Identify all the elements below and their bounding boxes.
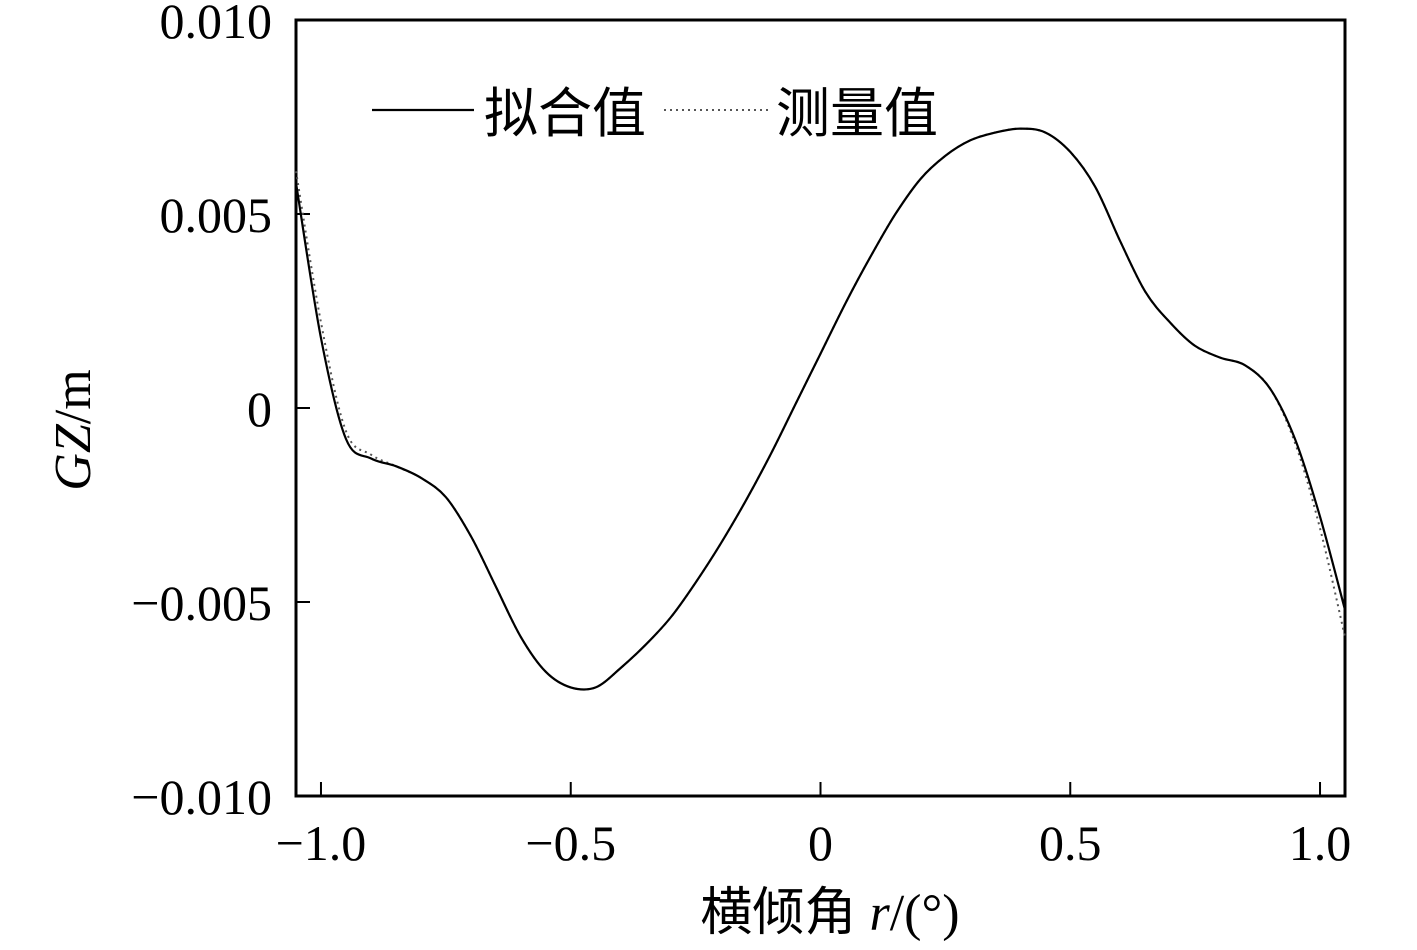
y-axis-title-var: GZ bbox=[45, 423, 102, 491]
x-axis-title-suffix: /(°) bbox=[890, 885, 960, 942]
series-line-fit bbox=[294, 127, 1347, 691]
legend-label-fit: 拟合值 bbox=[484, 84, 646, 144]
y-axis-title: GZ/m bbox=[45, 369, 102, 490]
x-tick-label: −0.5 bbox=[525, 815, 616, 871]
y-tick-label: −0.010 bbox=[131, 769, 272, 825]
x-axis-title-var: r bbox=[869, 885, 890, 942]
y-tick-label: 0.005 bbox=[160, 187, 273, 243]
x-tick-label: 0.5 bbox=[1039, 815, 1102, 871]
x-tick-label: −1.0 bbox=[276, 815, 367, 871]
y-tick-label: 0 bbox=[247, 381, 272, 437]
legend: 拟合值 测量值 bbox=[372, 84, 938, 144]
y-tick-label: 0.010 bbox=[160, 0, 273, 49]
x-tick-label: 0 bbox=[808, 815, 833, 871]
series-layer bbox=[294, 127, 1347, 691]
y-tick-label: −0.005 bbox=[131, 575, 272, 631]
x-axis-title: 横倾角 r/(°) bbox=[700, 885, 959, 942]
legend-label-measured: 测量值 bbox=[776, 84, 938, 144]
x-axis-ticks: −1.0 −0.5 0 0.5 1.0 bbox=[276, 782, 1352, 871]
x-tick-label: 1.0 bbox=[1289, 815, 1352, 871]
y-axis-ticks: 0.010 0.005 0 −0.005 −0.010 bbox=[131, 0, 310, 825]
y-axis-title-suffix: /m bbox=[45, 369, 102, 424]
x-axis-title-prefix: 横倾角 bbox=[700, 885, 869, 942]
series-line-measured bbox=[295, 127, 1346, 691]
